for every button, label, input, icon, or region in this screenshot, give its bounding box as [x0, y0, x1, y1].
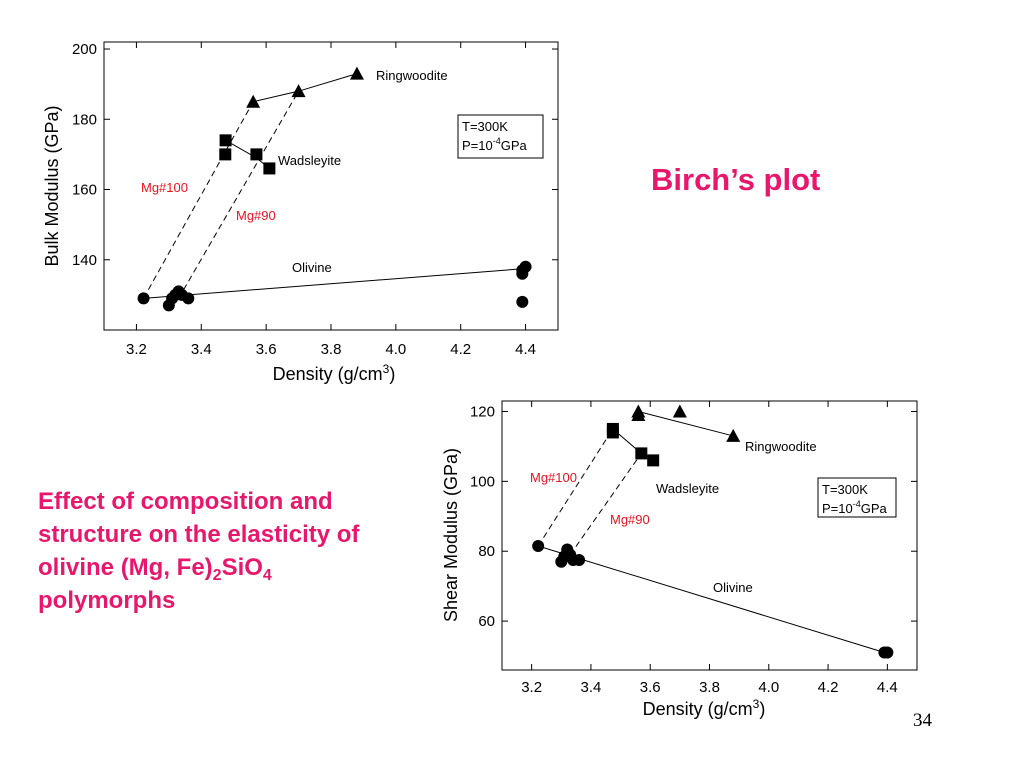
- caption-line-2: structure on the elasticity of: [38, 521, 360, 548]
- wadsleyite-label: Wadsleyite: [656, 481, 719, 496]
- conditions-temperature: T=300K: [462, 119, 508, 134]
- x-tick-label: 3.4: [580, 679, 601, 696]
- trend-line-Mg90: [178, 90, 300, 299]
- caption-line-1: Effect of composition and: [38, 488, 333, 515]
- data-point-olivine: [519, 260, 532, 273]
- data-point-wadsleyite: [250, 148, 263, 161]
- olivine-label: Olivine: [713, 580, 753, 595]
- y-axis-label: Shear Modulus (GPa): [441, 448, 461, 622]
- ringwoodite-label: Ringwoodite: [745, 439, 817, 454]
- caption-sio: SiO: [221, 554, 263, 581]
- x-tick-label: 3.4: [191, 341, 212, 358]
- data-point-ringwoodite: [631, 407, 646, 421]
- series-line-olivine: [538, 545, 885, 654]
- data-point-ringwoodite: [726, 428, 741, 442]
- trend-line-Mg100: [537, 428, 614, 547]
- x-tick-label: 4.4: [515, 341, 536, 358]
- x-axis-label: Density (g/cm3): [273, 362, 396, 384]
- ringwoodite-label: Ringwoodite: [376, 68, 448, 83]
- data-point-ringwoodite: [291, 84, 306, 98]
- data-point-olivine: [182, 292, 195, 305]
- x-tick-label: 3.8: [321, 341, 342, 358]
- x-tick-label: 4.2: [450, 341, 471, 358]
- data-point-olivine: [881, 646, 894, 659]
- data-point-wadsleyite: [219, 134, 232, 147]
- x-tick-label: 4.0: [385, 341, 406, 358]
- series-line-wadsleyite: [225, 139, 270, 169]
- page-number: 34: [913, 710, 932, 731]
- chart-1: 3.2 3.4 3.6 3.8 4.0 4.2 4.4 140 160 180 200 Density…: [42, 41, 559, 384]
- mg90-label: Mg#90: [236, 208, 276, 223]
- conditions-box: [817, 477, 897, 518]
- data-point-ringwoodite: [246, 94, 261, 108]
- caption-line-4: polymorphs: [38, 587, 176, 614]
- mg100-label: Mg#100: [530, 470, 577, 485]
- series-line-ringwoodite: [253, 73, 358, 103]
- caption-subscript-4: 4: [262, 567, 272, 584]
- data-point-ringwoodite: [349, 66, 364, 80]
- y-tick-label: 100: [470, 473, 495, 490]
- data-point-wadsleyite: [606, 426, 619, 439]
- y-tick-label: 200: [72, 41, 97, 58]
- data-point-ringwoodite: [672, 404, 687, 418]
- x-tick-label: 4.4: [877, 679, 898, 696]
- olivine-label: Olivine: [292, 260, 332, 275]
- x-tick-label: 4.2: [818, 679, 839, 696]
- conditions-pressure: P=10-4GPa: [822, 499, 888, 516]
- data-point-olivine: [573, 553, 586, 566]
- chart-2: 3.2 3.4 3.6 3.8 4.0 4.2 4.4 60 80 100 120 Density (…: [441, 400, 918, 719]
- mg100-label: Mg#100: [141, 180, 188, 195]
- slide-caption: Effect of composition and structure on t…: [38, 485, 438, 617]
- conditions-box: [457, 114, 544, 159]
- x-tick-label: 3.2: [521, 679, 542, 696]
- caption-line-3: olivine (Mg, Fe): [38, 554, 213, 581]
- x-tick-label: 3.6: [640, 679, 661, 696]
- x-tick-label: 3.8: [699, 679, 720, 696]
- conditions-pressure: P=10-4GPa: [462, 136, 528, 153]
- series-line-olivine: [143, 268, 526, 299]
- caption-subscript-2: 2: [212, 567, 222, 584]
- mg90-label: Mg#90: [610, 512, 650, 527]
- wadsleyite-label: Wadsleyite: [278, 153, 341, 168]
- series-line-ringwoodite: [638, 410, 734, 437]
- plot-frame: [501, 400, 918, 671]
- trend-line-Mg100: [143, 101, 254, 299]
- y-tick-label: 80: [478, 543, 495, 560]
- data-point-wadsleyite: [647, 454, 660, 467]
- conditions-temperature: T=300K: [822, 482, 868, 497]
- y-tick-label: 180: [72, 111, 97, 128]
- data-point-olivine: [532, 539, 545, 552]
- data-point-olivine: [137, 292, 150, 305]
- data-point-wadsleyite: [219, 148, 232, 161]
- x-tick-label: 4.0: [758, 679, 779, 696]
- slide-title: Birch’s plot: [651, 162, 821, 197]
- data-point-wadsleyite: [263, 162, 276, 175]
- trend-line-Mg90: [569, 453, 642, 556]
- y-axis-label: Bulk Modulus (GPa): [42, 105, 62, 266]
- y-tick-label: 120: [470, 403, 495, 420]
- y-tick-label: 160: [72, 182, 97, 199]
- x-axis-label: Density (g/cm3): [643, 697, 766, 719]
- y-tick-label: 140: [72, 252, 97, 269]
- x-tick-label: 3.2: [126, 341, 147, 358]
- data-point-wadsleyite: [635, 447, 648, 460]
- y-tick-label: 60: [478, 613, 495, 630]
- x-tick-label: 3.6: [256, 341, 277, 358]
- data-point-olivine: [516, 295, 529, 308]
